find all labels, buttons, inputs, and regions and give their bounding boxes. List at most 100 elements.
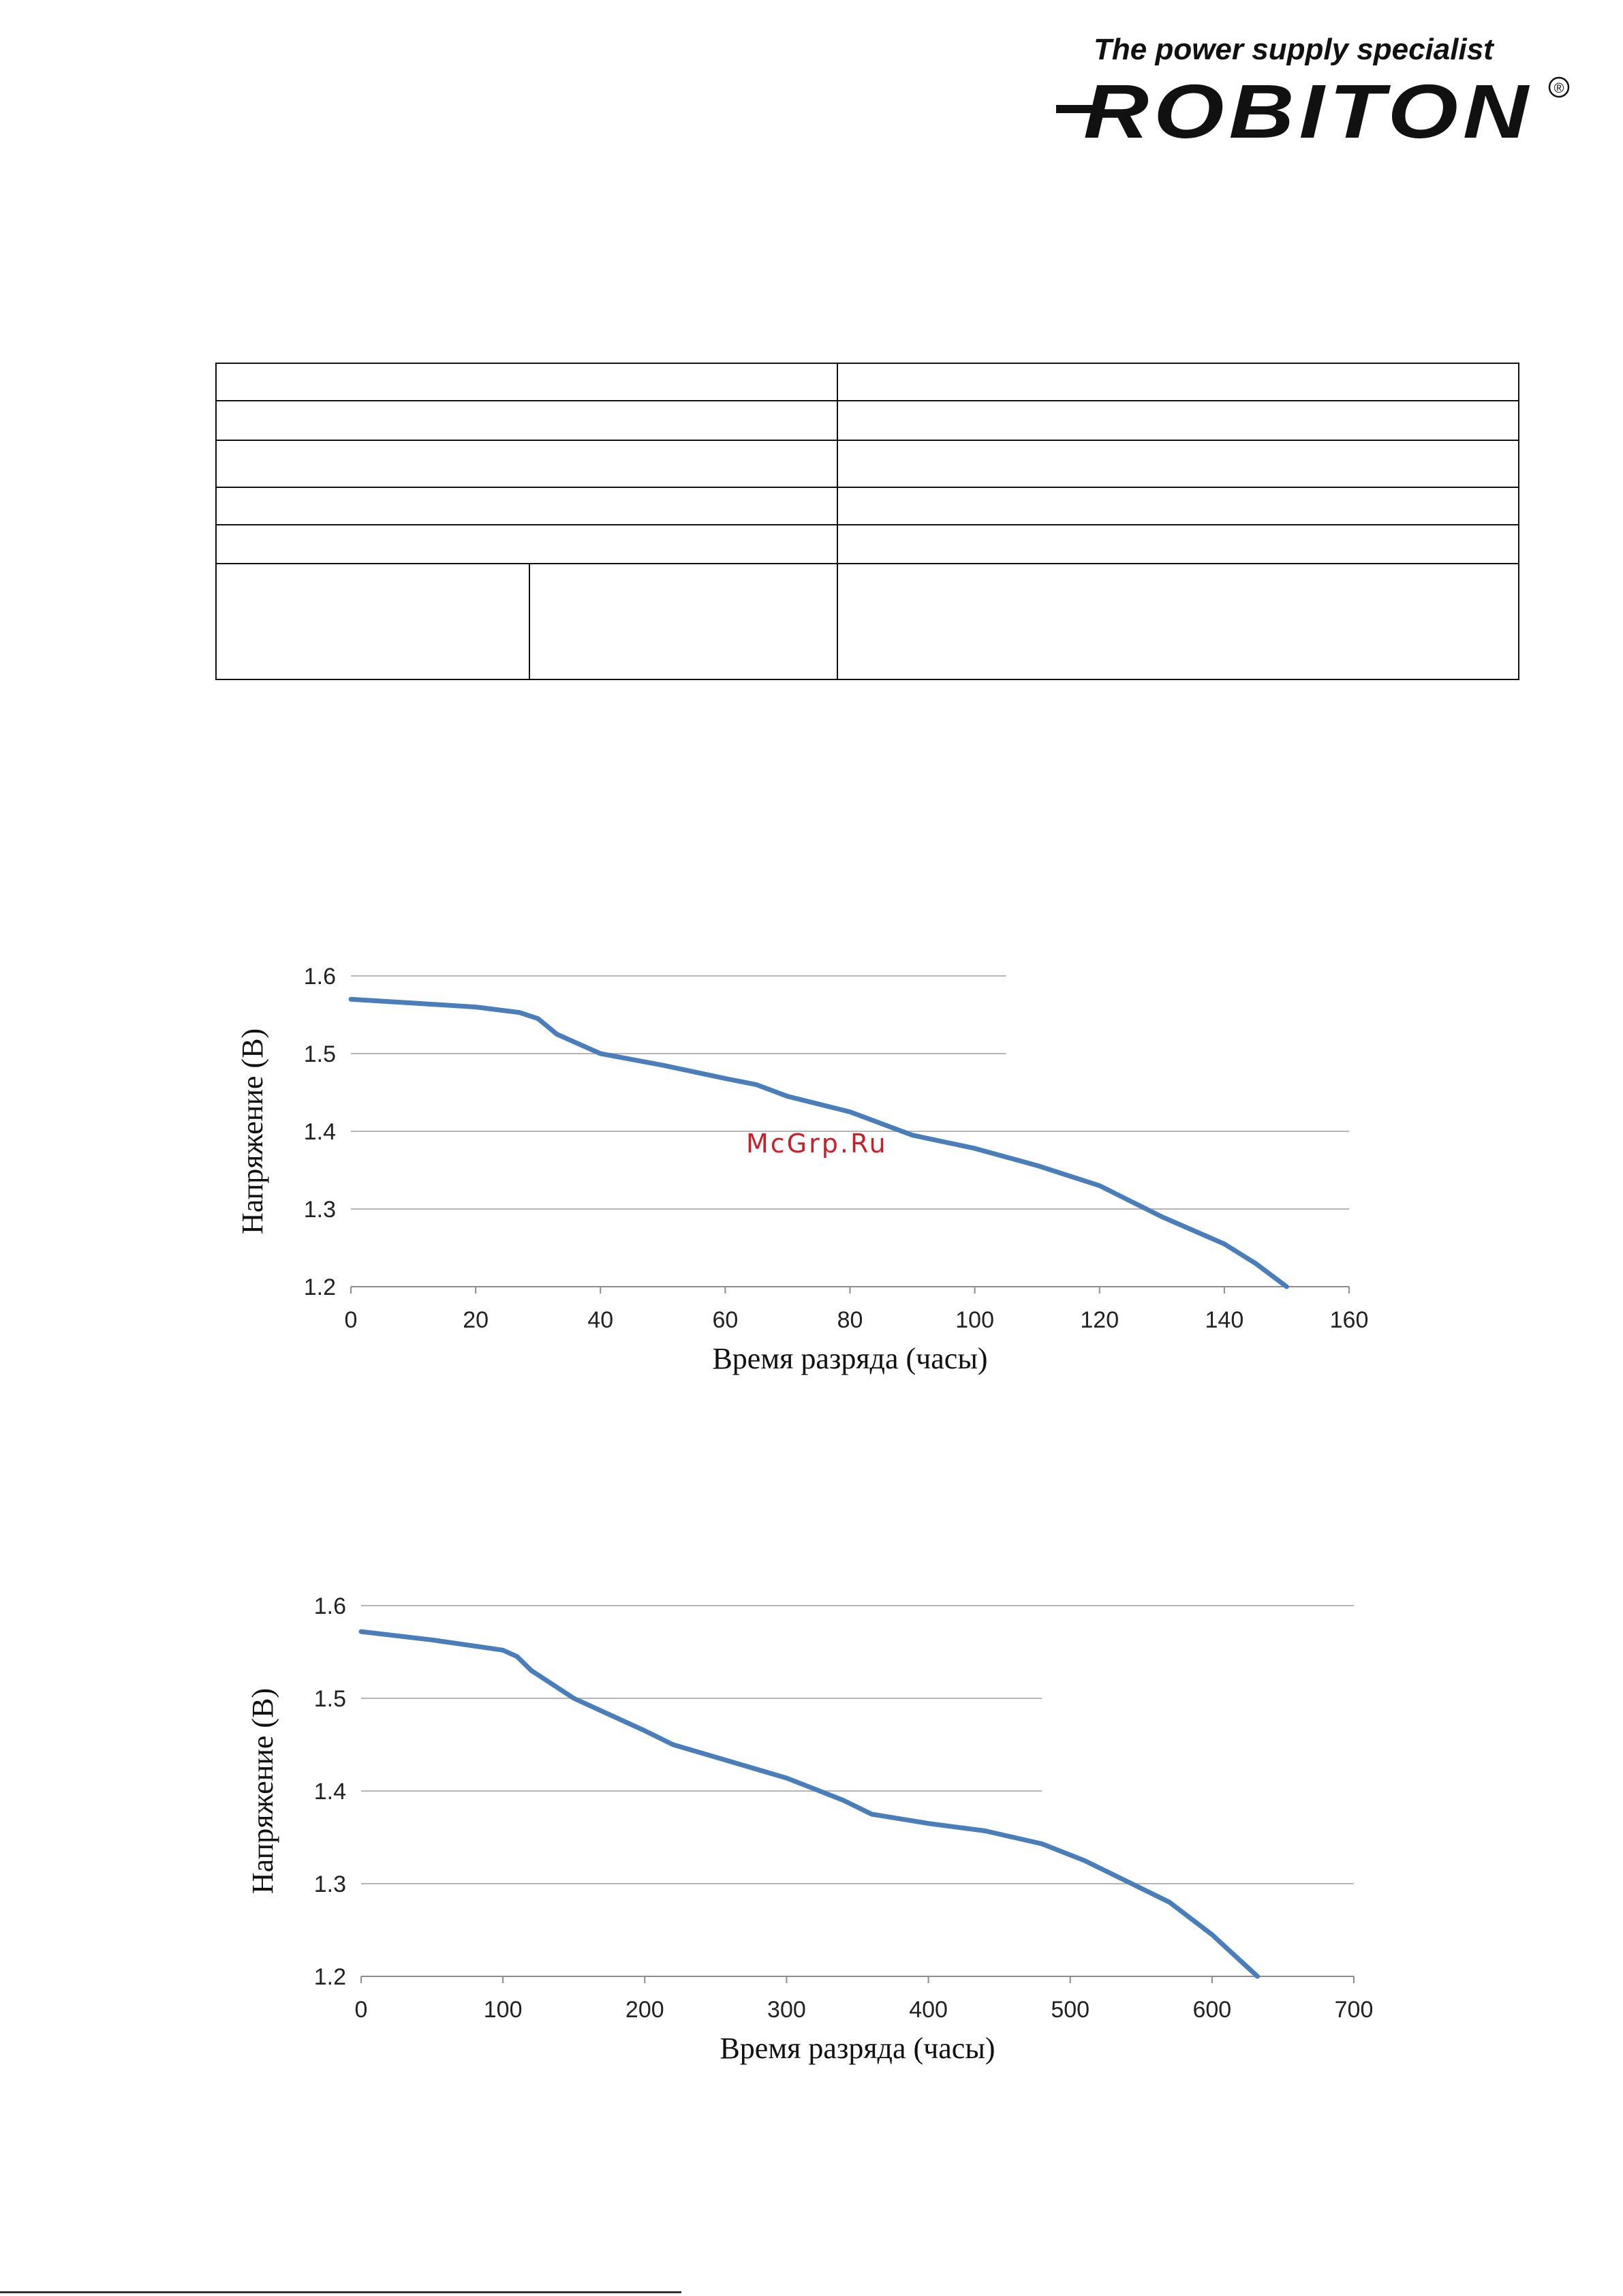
x-tick-label: 200 [625,1997,664,2023]
spec-table [215,362,1519,680]
y-tick-label: 1.5 [304,1041,336,1067]
data-point [518,1011,521,1014]
table-row [215,362,1519,402]
table-row [215,439,1519,488]
y-tick-label: 1.6 [314,1593,346,1619]
data-point [661,1064,664,1067]
table-cell [215,400,838,441]
x-tick-label: 0 [345,1307,358,1333]
table-row [215,563,1519,680]
x-axis-label: Время разряда (часы) [720,2032,995,2065]
data-point [501,1649,505,1652]
x-tick-label: 0 [355,1997,368,2023]
data-point [1083,1859,1086,1862]
data-point [724,1077,727,1080]
brand-name: ROBITON [1083,75,1533,143]
data-point [814,1788,817,1791]
table-cell [837,400,1519,441]
data-point [1210,1933,1214,1936]
table-cell [215,486,838,526]
data-point [1098,1184,1101,1187]
registered-circle [1548,76,1570,98]
x-tick-label: 40 [587,1307,613,1333]
data-point [529,1669,533,1672]
data-point [911,1133,914,1137]
y-tick-label: 1.2 [314,1964,346,1990]
data-point [786,1095,789,1098]
data-point [555,1032,559,1036]
data-point [1254,1261,1257,1265]
data-point [350,998,352,1001]
data-point [848,1110,852,1114]
robiton-logo: ROBITON ® [1056,75,1570,143]
x-tick-label: 160 [1330,1307,1369,1333]
watermark: McGrp.Ru [746,1129,888,1159]
discharge-chart-2: 1.2 1.3 1.4 1.5 1.6 0 100 200 300 400 500 600 700 Вре… [225,1567,1417,2099]
data-point [1256,1975,1259,1978]
y-axis-label: Напряжение (В) [236,1028,269,1234]
x-tick-label: 300 [767,1997,806,2023]
discharge-chart-1: 1.2 1.3 1.4 1.5 1.6 0 20 40 60 80 100 120 140 160 Врем… [225,940,1417,1404]
data-point [671,1743,675,1746]
x-axis-label: Время разряда (часы) [712,1342,987,1375]
x-tick-label: 80 [837,1307,863,1333]
data-point [536,1017,540,1020]
data-point [973,1147,976,1150]
table-cell [215,362,838,402]
data-point [728,1760,732,1763]
y-tick-label: 1.2 [304,1274,336,1300]
y-axis-label: Напряжение (В) [246,1688,279,1894]
tagline: The power supply specialist [1094,33,1494,66]
x-tick-label: 60 [712,1307,738,1333]
data-point [474,1005,478,1009]
data-point [927,1822,930,1825]
x-tick-label: 20 [463,1307,489,1333]
y-tick-label: 1.6 [304,964,336,990]
discharge-chart-2-svg: 1.2 1.3 1.4 1.5 1.6 0 100 200 300 400 500 600 700 Вре… [246,1593,1374,2065]
data-point [1168,1901,1171,1904]
discharge-chart-1-svg: 1.2 1.3 1.4 1.5 1.6 0 20 40 60 80 100 120 140 160 Врем… [236,964,1369,1375]
x-tick-label: 120 [1080,1307,1119,1333]
y-tick-label: 1.3 [314,1871,346,1897]
data-point [1222,1242,1226,1246]
brand-logo: The power supply specialist ROBITON ® [1056,33,1588,149]
data-point [643,1729,647,1732]
table-cell [215,523,838,565]
y-tick-label: 1.4 [304,1119,336,1145]
table-row [215,523,1519,565]
x-tick-label: 100 [955,1307,994,1333]
data-point [841,1798,845,1802]
registered-mark: ® [1554,81,1564,96]
table-cell [529,563,838,680]
x-tick-label: 600 [1192,1997,1231,2023]
table-cell [837,439,1519,488]
data-point [785,1776,788,1779]
data-point [755,1083,758,1086]
table-cell [837,523,1519,565]
data-point [1040,1842,1044,1846]
x-tick-label: 140 [1205,1307,1244,1333]
logo-dash [1056,105,1097,113]
data-point [1111,1873,1115,1876]
y-tick-label: 1.5 [314,1686,346,1712]
data-point [572,1697,576,1700]
y-tick-label: 1.4 [314,1779,346,1805]
discharge-line [358,1629,1260,1979]
table-cell [837,362,1519,402]
data-point [412,1001,415,1005]
data-point [983,1829,987,1833]
x-tick-label: 700 [1335,1997,1374,2023]
table-cell [215,439,838,488]
x-tick-label: 100 [484,1997,523,2023]
table-cell [215,563,530,680]
x-tick-label: 500 [1051,1997,1089,2023]
data-point [599,1052,602,1055]
x-tick-label: 400 [909,1997,948,2023]
data-point [870,1813,874,1816]
data-point [360,1630,362,1634]
data-point [515,1655,519,1658]
data-point [431,1638,434,1642]
data-point [1160,1215,1164,1219]
table-cell [837,486,1519,526]
y-tick-label: 1.3 [304,1197,336,1223]
